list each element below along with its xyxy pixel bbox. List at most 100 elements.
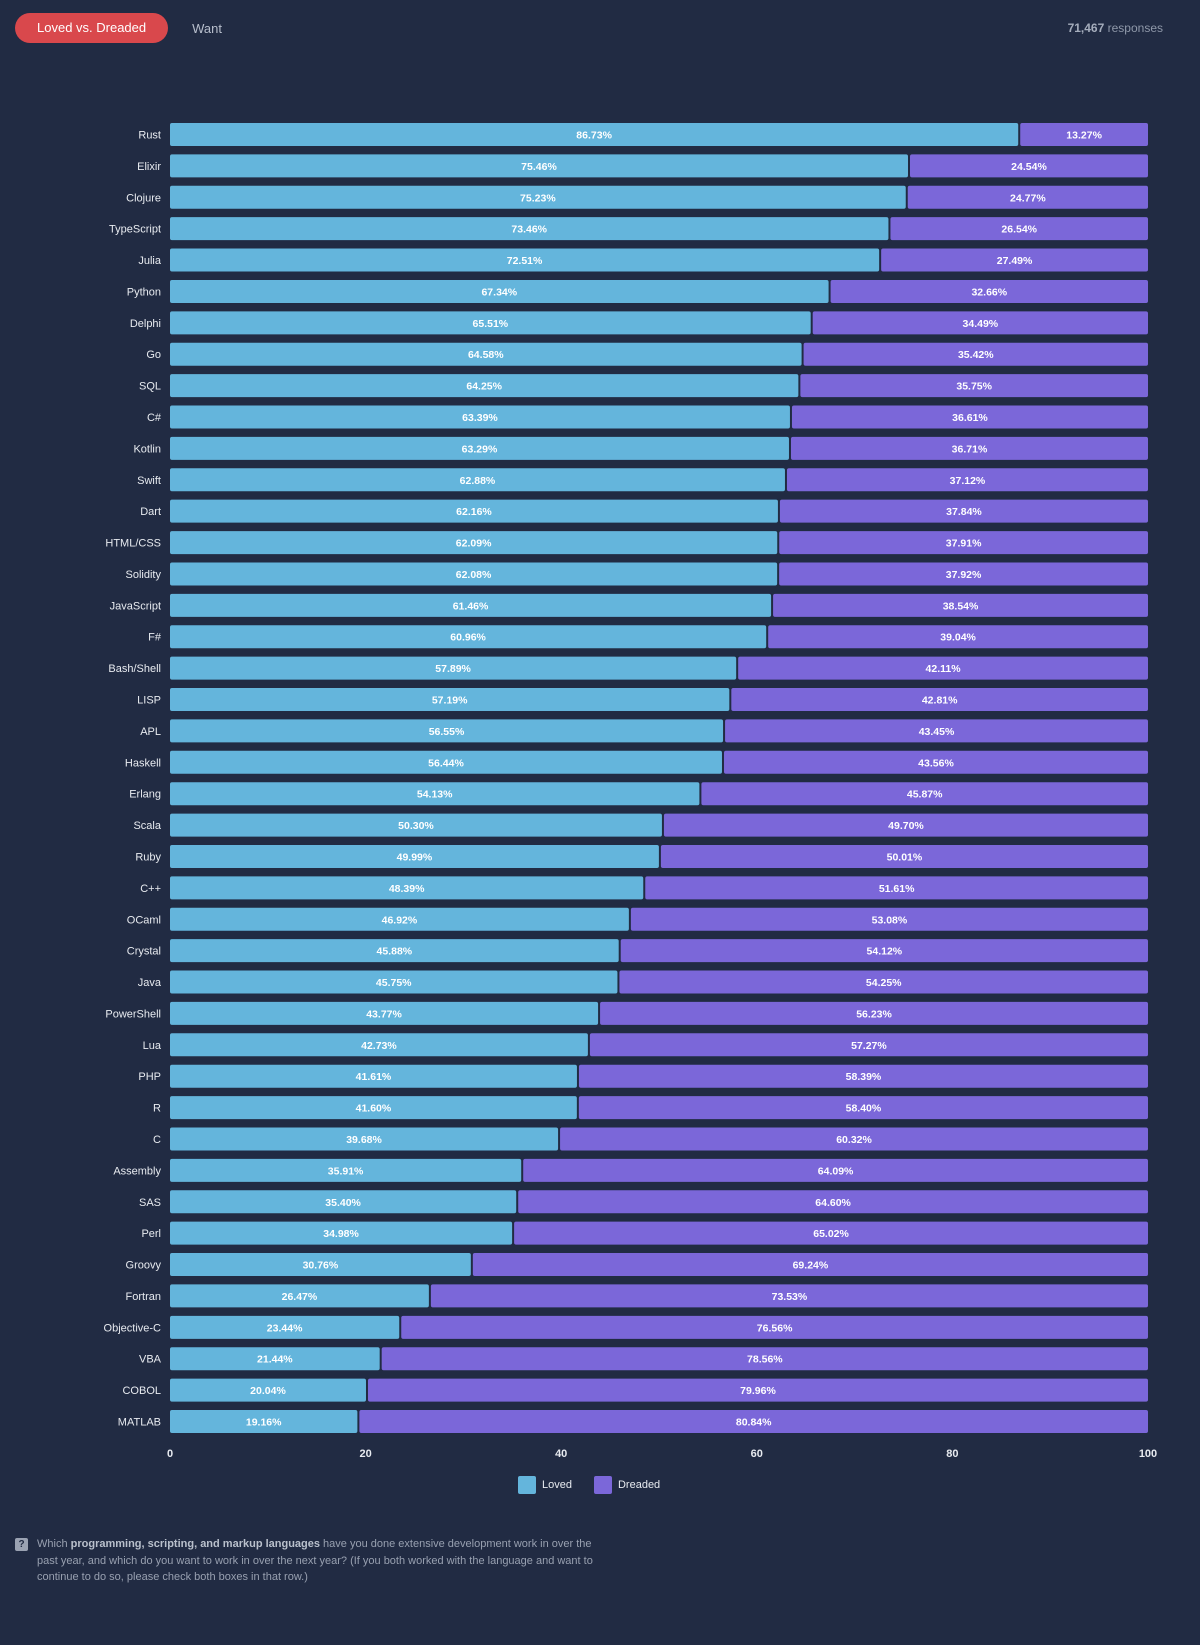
bar-dreaded[interactable] — [791, 405, 1148, 429]
bar-loved[interactable] — [170, 185, 906, 209]
bar-dreaded[interactable] — [773, 593, 1148, 617]
bar-loved[interactable] — [170, 1221, 513, 1245]
bar-dreaded[interactable] — [645, 876, 1148, 900]
bar-dreaded[interactable] — [630, 907, 1148, 931]
bar-loved[interactable] — [170, 625, 767, 649]
data-label-dreaded: 36.71% — [952, 443, 988, 455]
bar-dreaded[interactable] — [909, 154, 1148, 178]
bar-loved[interactable] — [170, 1284, 429, 1308]
bar-loved[interactable] — [170, 750, 722, 774]
bar-loved[interactable] — [170, 436, 789, 460]
tab-loved-vs-dreaded[interactable]: Loved vs. Dreaded — [15, 13, 169, 43]
category-label: Dart — [140, 506, 161, 518]
bar-loved[interactable] — [170, 593, 772, 617]
bar-loved[interactable] — [170, 1253, 471, 1277]
bar-loved[interactable] — [170, 1127, 559, 1151]
bar-loved[interactable] — [170, 217, 889, 241]
bar-dreaded[interactable] — [367, 1378, 1148, 1402]
legend-item-loved[interactable]: Loved — [518, 1476, 572, 1494]
bar-loved[interactable] — [170, 1378, 366, 1402]
bar-dreaded[interactable] — [738, 656, 1148, 680]
legend-swatch-dreaded — [593, 1476, 612, 1494]
bar-loved[interactable] — [170, 1315, 400, 1339]
bar-loved[interactable] — [170, 782, 700, 806]
bar-loved[interactable] — [170, 656, 737, 680]
bar-loved[interactable] — [170, 154, 908, 178]
bar-loved[interactable] — [170, 279, 829, 303]
bar-loved[interactable] — [170, 311, 811, 335]
bar-loved[interactable] — [170, 123, 1019, 146]
bar-dreaded[interactable] — [560, 1127, 1148, 1151]
bar-loved[interactable] — [170, 374, 799, 398]
bar-loved[interactable] — [170, 1158, 522, 1182]
bar-loved[interactable] — [170, 907, 629, 931]
bar-loved[interactable] — [170, 970, 618, 994]
bar-dreaded[interactable] — [786, 468, 1148, 492]
bar-dreaded[interactable] — [514, 1221, 1148, 1245]
data-label-dreaded: 13.27% — [1066, 130, 1102, 142]
bar-loved[interactable] — [170, 1033, 588, 1057]
x-tick-label: 80 — [946, 1448, 958, 1460]
bar-dreaded[interactable] — [589, 1033, 1148, 1057]
bar-dreaded[interactable] — [619, 970, 1148, 994]
data-label-dreaded: 80.84% — [736, 1416, 772, 1428]
data-label-loved: 39.68% — [346, 1134, 382, 1146]
bar-dreaded[interactable] — [600, 1001, 1148, 1025]
bar-dreaded[interactable] — [779, 531, 1148, 555]
bar-dreaded[interactable] — [800, 374, 1148, 398]
legend-item-dreaded[interactable]: Dreaded — [593, 1476, 660, 1494]
bar-loved[interactable] — [170, 876, 644, 900]
bar-dreaded[interactable] — [790, 436, 1148, 460]
bar-loved[interactable] — [170, 939, 619, 963]
bar-loved[interactable] — [170, 468, 785, 492]
bar-dreaded[interactable] — [701, 782, 1148, 806]
bar-loved[interactable] — [170, 813, 662, 837]
bar-dreaded[interactable] — [578, 1064, 1148, 1088]
bar-loved[interactable] — [170, 1409, 358, 1433]
bar-loved[interactable] — [170, 248, 880, 272]
view-tabs: Loved vs. Dreaded Want — [15, 13, 222, 43]
bar-dreaded[interactable] — [430, 1284, 1148, 1308]
bar-dreaded[interactable] — [359, 1409, 1149, 1433]
bar-loved[interactable] — [170, 688, 730, 712]
bar-dreaded[interactable] — [812, 311, 1148, 335]
bar-dreaded[interactable] — [779, 499, 1148, 523]
bar-dreaded[interactable] — [768, 625, 1148, 649]
bar-dreaded[interactable] — [381, 1347, 1148, 1371]
bar-dreaded[interactable] — [779, 562, 1148, 586]
data-label-loved: 72.51% — [507, 255, 543, 267]
bar-loved[interactable] — [170, 844, 659, 868]
bar-dreaded[interactable] — [660, 844, 1148, 868]
data-label-dreaded: 51.61% — [879, 883, 915, 895]
bar-loved[interactable] — [170, 562, 778, 586]
bar-dreaded[interactable] — [518, 1190, 1148, 1214]
bar-dreaded[interactable] — [731, 688, 1148, 712]
bar-dreaded[interactable] — [725, 719, 1148, 743]
bar-loved[interactable] — [170, 499, 778, 523]
bar-loved[interactable] — [170, 1001, 599, 1025]
category-label: Haskell — [125, 757, 161, 769]
bar-dreaded[interactable] — [830, 279, 1148, 303]
category-label: Python — [127, 286, 161, 298]
bar-dreaded[interactable] — [890, 217, 1148, 241]
bar-loved[interactable] — [170, 1347, 380, 1371]
bar-loved[interactable] — [170, 1064, 577, 1088]
bar-dreaded[interactable] — [578, 1096, 1148, 1120]
bar-dreaded[interactable] — [723, 750, 1148, 774]
bar-dreaded[interactable] — [881, 248, 1148, 272]
bar-loved[interactable] — [170, 342, 802, 366]
bar-loved[interactable] — [170, 405, 790, 429]
bar-dreaded[interactable] — [803, 342, 1148, 366]
bar-dreaded[interactable] — [907, 185, 1148, 209]
bar-dreaded[interactable] — [620, 939, 1148, 963]
bar-loved[interactable] — [170, 531, 778, 555]
bar-loved[interactable] — [170, 1096, 577, 1120]
bar-dreaded[interactable] — [472, 1253, 1149, 1277]
bar-dreaded[interactable] — [401, 1315, 1149, 1339]
bar-dreaded[interactable] — [523, 1158, 1148, 1182]
bar-dreaded[interactable] — [663, 813, 1148, 837]
tab-want[interactable]: Want — [192, 20, 222, 36]
bar-loved[interactable] — [170, 719, 724, 743]
bar-loved[interactable] — [170, 1190, 517, 1214]
bar-dreaded[interactable] — [1020, 123, 1148, 146]
